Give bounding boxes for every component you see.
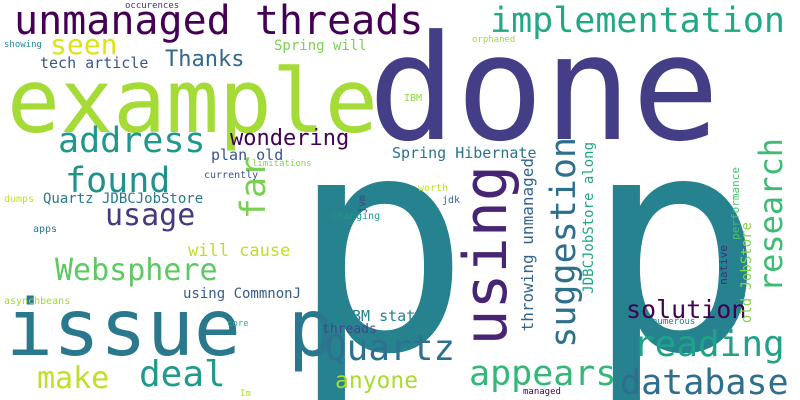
word-make: make	[37, 361, 110, 396]
word-im: Im	[240, 389, 251, 399]
word-core: core	[227, 319, 249, 329]
word-quartz: Quartz	[325, 328, 456, 369]
word-apps: apps	[33, 224, 58, 235]
word-jdk: jdk	[442, 195, 461, 206]
word-jdbcjobstore-along: JDBCJobStore along	[581, 142, 597, 294]
word-implementation: implementation	[490, 1, 786, 41]
word-solution: solution	[626, 295, 747, 324]
word-showing: showing	[4, 40, 42, 50]
word-seen: seen	[50, 28, 118, 61]
word-tech-article: tech article	[40, 54, 149, 72]
word-using-commnonj: using CommnonJ	[183, 286, 302, 302]
word-usage: usage	[105, 198, 196, 233]
word-using: using	[451, 165, 521, 346]
word-websphere: Websphere	[55, 253, 218, 288]
word-ibm-stating: IBM stating	[343, 307, 443, 325]
word-ibm: IBM	[404, 93, 423, 104]
word-thanks: Thanks	[165, 47, 245, 72]
word-managed: managed	[523, 387, 561, 397]
word-old-jobstore: old JobStore	[739, 222, 755, 324]
word-numerous: numerous	[652, 317, 696, 327]
word-appears: appears	[469, 354, 617, 394]
word-quartz-jdbcjobstore: Quartz JDBCJobStore	[43, 191, 204, 207]
word-research: research	[752, 138, 790, 293]
word-spring-hibernate: Spring Hibernate	[392, 144, 537, 162]
word-unmanaged-threads: unmanaged threads	[14, 0, 424, 44]
word-changing: changing	[332, 211, 381, 222]
word-p-large-right: p	[585, 71, 766, 400]
word-native: native	[717, 245, 730, 285]
word-issue-p: issue p	[6, 284, 335, 374]
word-occurences: occurences	[125, 1, 180, 11]
word-will-cause: will cause	[188, 241, 291, 261]
word-asynchbeans: asynchbeans	[4, 296, 71, 307]
word-plan-old: plan old	[211, 146, 284, 164]
word-reading: reading	[633, 324, 785, 365]
word-dumps: dumps	[4, 194, 35, 205]
word-wondering: wondering	[230, 126, 350, 151]
word-orphaned: orphaned	[472, 35, 516, 45]
word-address: address	[58, 121, 206, 161]
word-spring-will: Spring will	[274, 38, 367, 54]
word-p-large-left: p	[290, 71, 471, 400]
word-done: done	[368, 4, 720, 174]
word-currently: currently	[204, 170, 259, 181]
word-worth: worth	[418, 183, 449, 194]
word-threads: threads	[322, 322, 377, 337]
word-example: example	[7, 50, 378, 153]
word-deal: deal	[139, 354, 226, 395]
word-suggestion: suggestion	[544, 137, 584, 348]
word-throwing-unmanaged: throwing unmanaged	[518, 158, 537, 332]
word-found: found	[65, 161, 171, 201]
word-anyone: anyone	[335, 368, 419, 394]
word-performance: performance	[729, 167, 742, 240]
word-limitations: limitations	[252, 159, 312, 169]
word-database: database	[620, 363, 789, 400]
